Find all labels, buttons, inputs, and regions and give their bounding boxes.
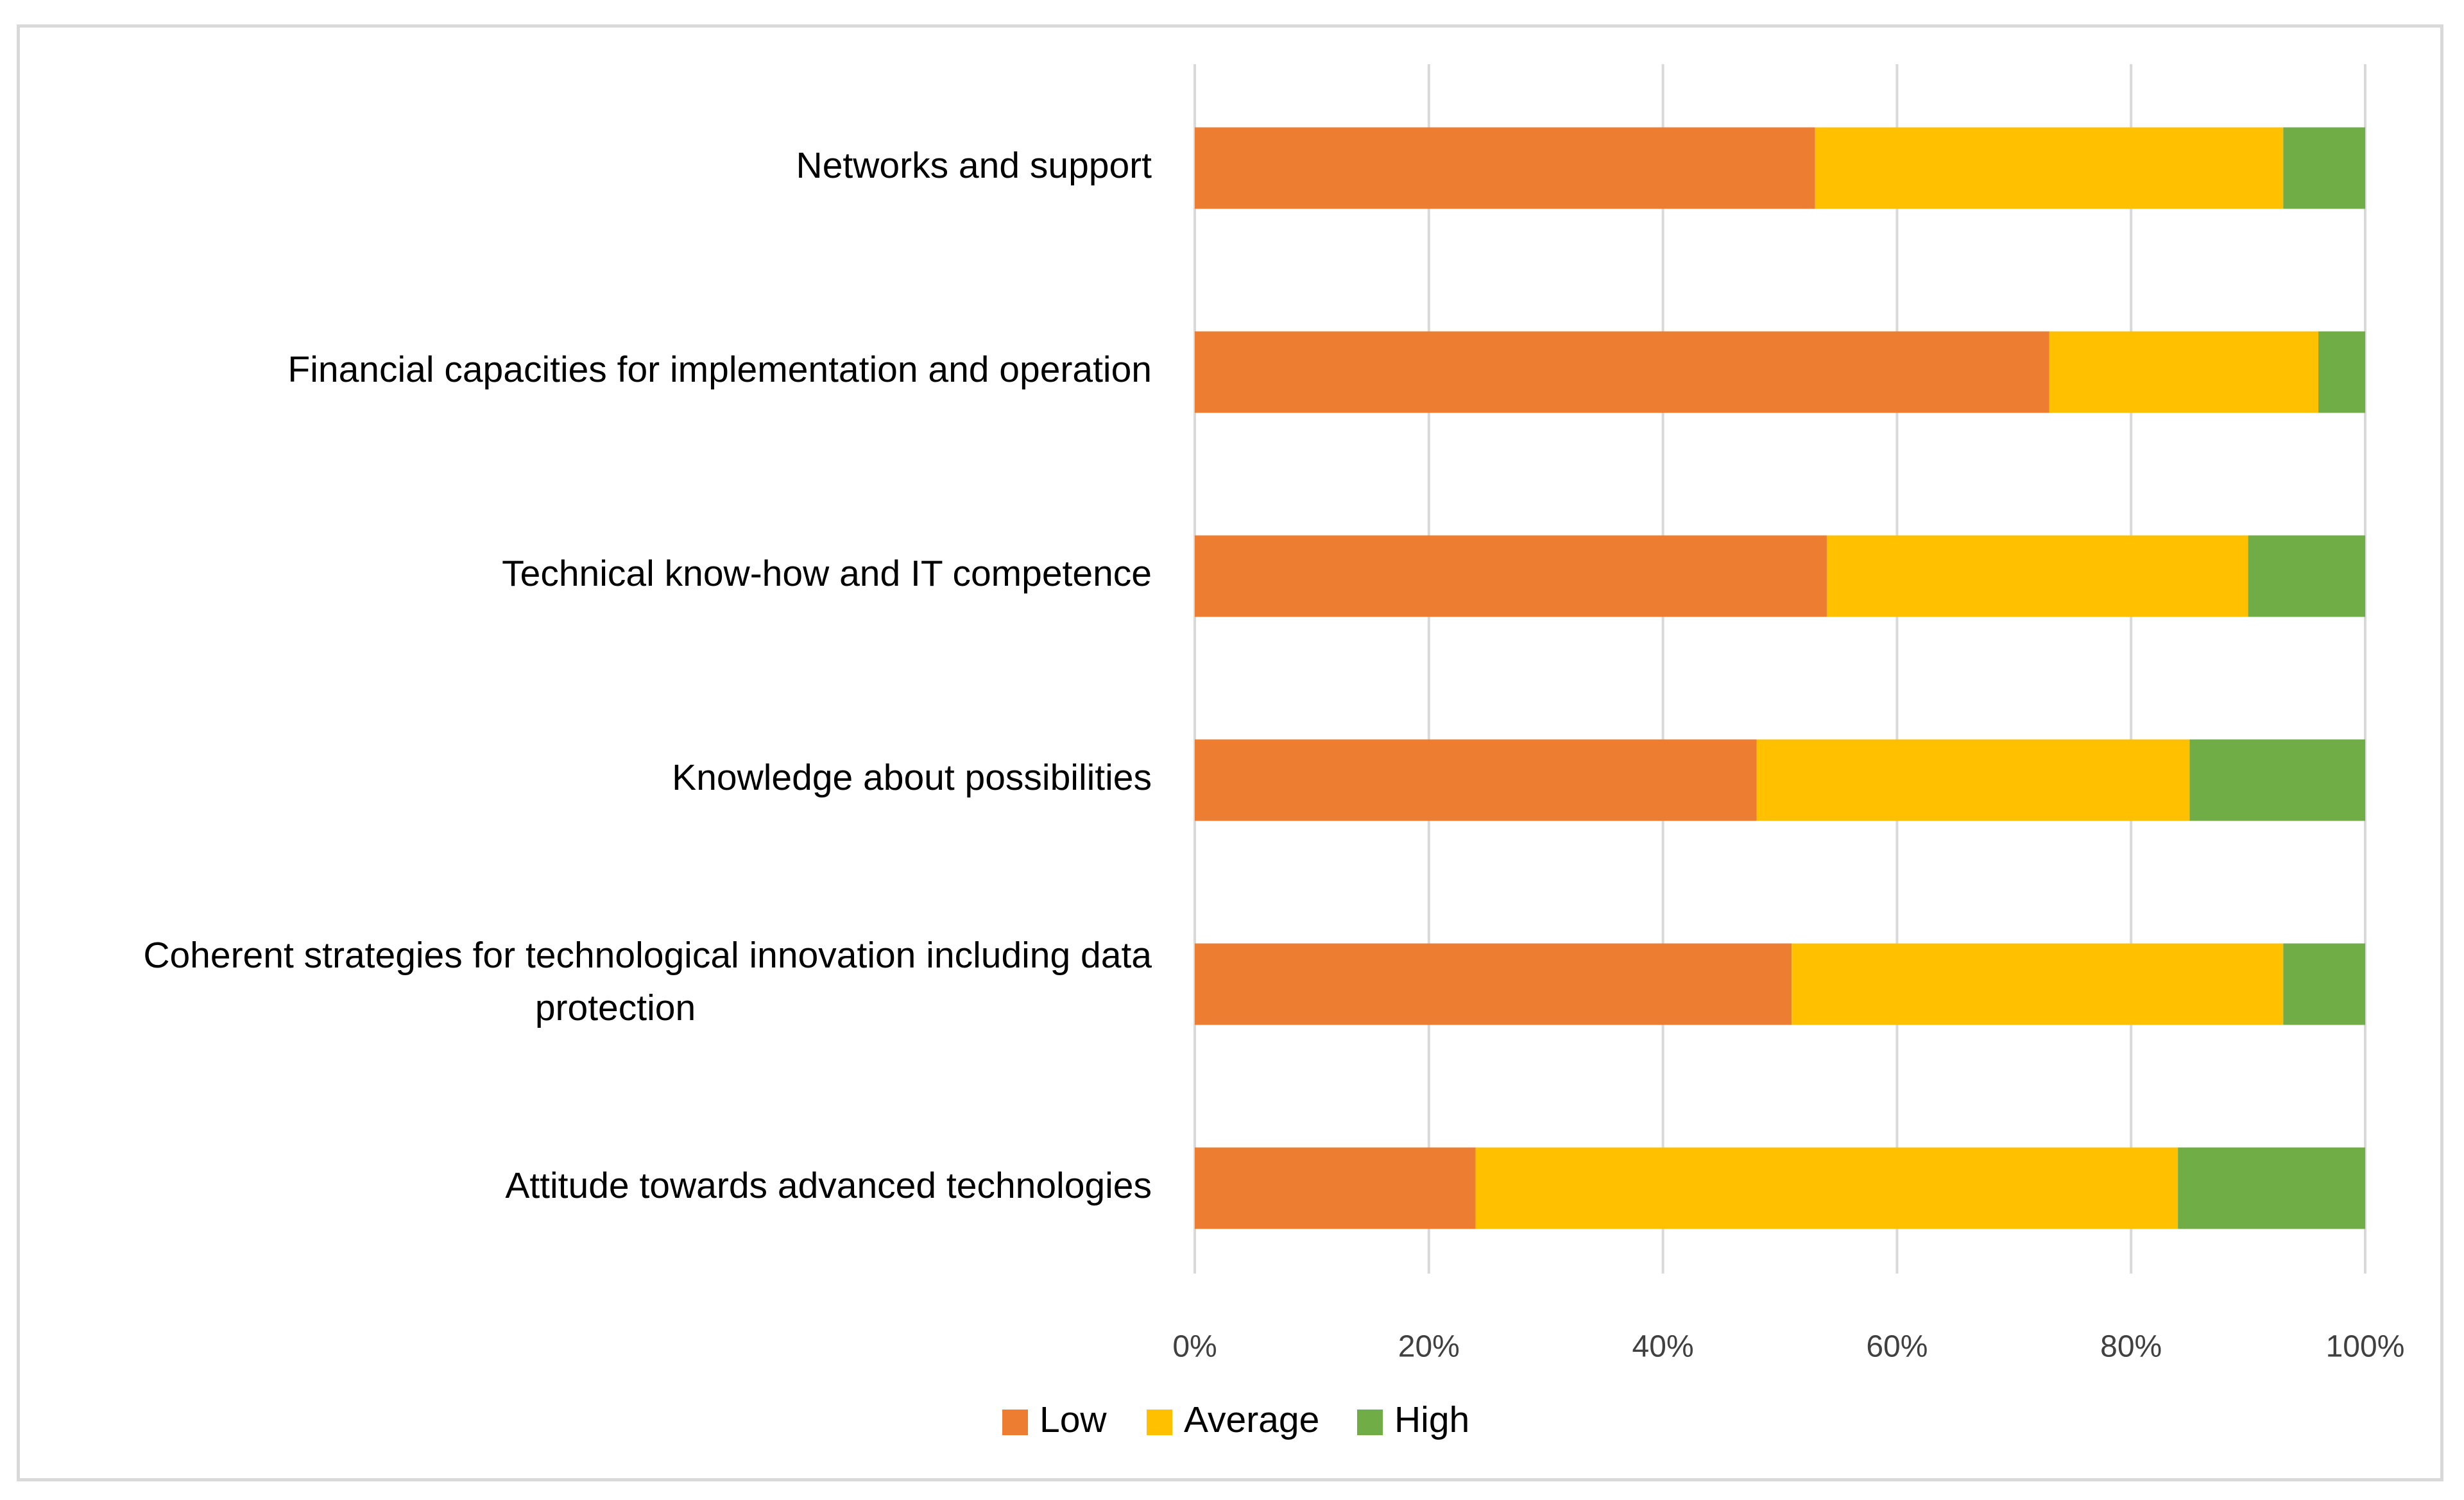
x-tick-label: 100% [2326, 1330, 2405, 1364]
category-label: Networks and support [796, 145, 1152, 186]
legend-label-low: Low [1040, 1399, 1107, 1440]
bar-low-5 [1195, 943, 1792, 1025]
x-tick-label: 40% [1632, 1330, 1694, 1364]
bar-high-1 [2283, 127, 2365, 209]
category-label: Knowledge about possibilities [672, 757, 1152, 798]
bar-average-1 [1815, 127, 2284, 209]
x-tick-label: 80% [2100, 1330, 2162, 1364]
bar-low-2 [1195, 331, 2049, 413]
legend-swatch-average [1147, 1410, 1172, 1435]
bar-low-1 [1195, 127, 1815, 209]
bar-high-5 [2283, 943, 2365, 1025]
x-tick-label: 60% [1866, 1330, 1928, 1364]
bar-high-2 [2318, 331, 2365, 413]
legend-swatch-high [1357, 1410, 1383, 1435]
bar-average-5 [1792, 943, 2284, 1025]
x-tick-label: 20% [1398, 1330, 1460, 1364]
x-tick-label: 0% [1172, 1330, 1217, 1364]
legend-label-high: High [1394, 1399, 1469, 1440]
bar-low-6 [1195, 1147, 1476, 1229]
bar-average-4 [1756, 739, 2190, 821]
bar-average-6 [1475, 1147, 2178, 1229]
bar-average-2 [2049, 331, 2319, 413]
legend-swatch-low [1002, 1410, 1028, 1435]
category-label: Coherent strategies for technological in… [143, 935, 1152, 976]
category-label: protection [535, 987, 696, 1028]
bar-low-4 [1195, 739, 1757, 821]
category-label: Technical know-how and IT competence [502, 553, 1152, 594]
category-label: Financial capacities for implementation … [287, 349, 1152, 390]
bar-average-3 [1826, 535, 2248, 617]
bar-high-6 [2178, 1147, 2365, 1229]
category-label: Attitude towards advanced technologies [505, 1165, 1152, 1206]
legend-label-average: Average [1184, 1399, 1319, 1440]
bar-high-4 [2189, 739, 2365, 821]
bar-high-3 [2248, 535, 2365, 617]
bar-low-3 [1195, 535, 1827, 617]
